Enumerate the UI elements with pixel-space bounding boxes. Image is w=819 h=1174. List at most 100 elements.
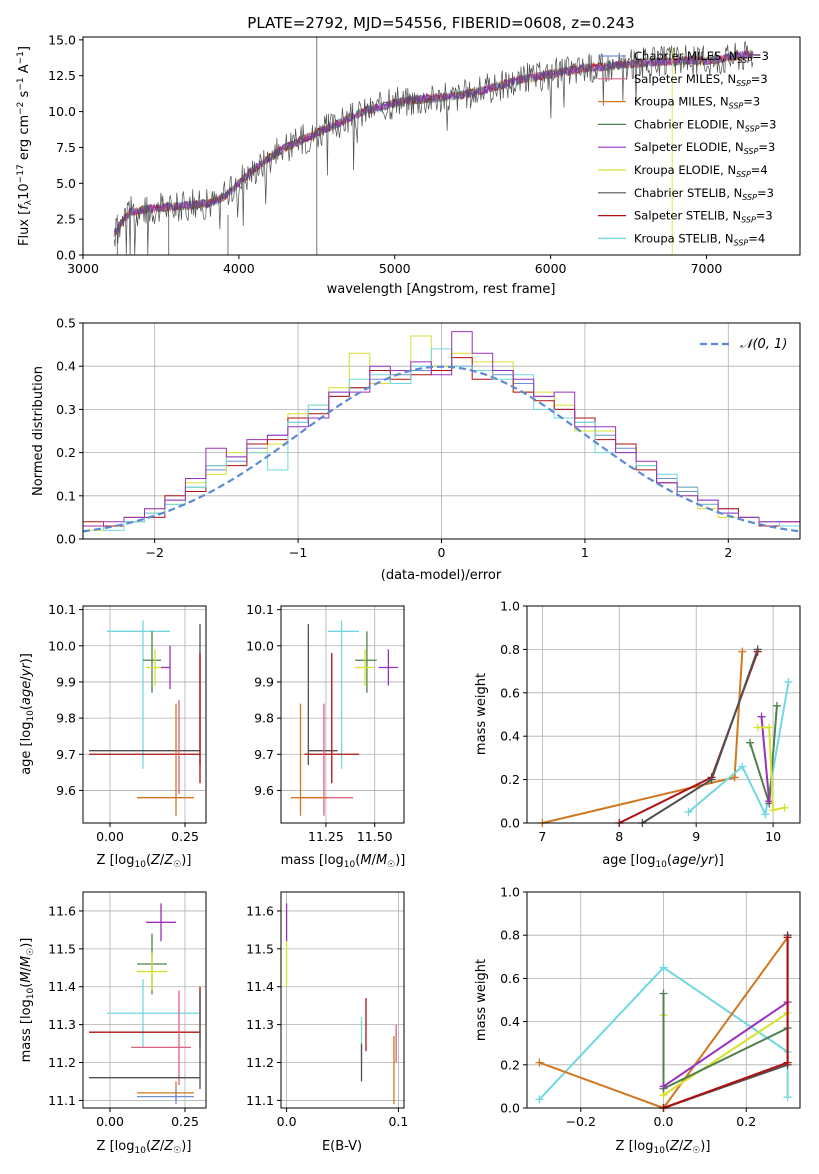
legend-normal-label: 𝒩(0, 1) [740, 337, 787, 352]
y-tick-label: 0.8 [500, 642, 520, 657]
spectrum-ticks: 3000 4000 5000 6000 7000 0.0 2.5 5.0 7.5 10.0 12.5… [48, 32, 722, 276]
age-z-content: 0.00 0.25 9.6 9.7 9.8 9.9 10.0 10.1 [48, 602, 206, 844]
legend-subscript: SSP [736, 170, 751, 179]
y-tick-label: 11.1 [246, 1093, 274, 1108]
x-tick-label: 4000 [223, 261, 255, 276]
y-tick-label: 10.0 [246, 638, 274, 653]
x-tick-label: 0.25 [171, 1114, 199, 1129]
spectrum-panel: PLATE=2792, MJD=54556, FIBERID=0608, z=0… [16, 14, 801, 297]
residual-ylabel: Normed distribution [31, 366, 46, 496]
legend-subscript: SSP [734, 238, 749, 247]
legend-subscript: SSP [745, 124, 760, 133]
y-tick-label: 11.5 [48, 941, 76, 956]
age-mass-panel: 11.25 11.50 9.6 9.7 9.8 9.9 10.0 10.1 mass [log… [246, 602, 405, 870]
legend-count: =4 [748, 231, 765, 245]
weight-age-frame [526, 605, 801, 824]
weight-age-marker [765, 723, 774, 732]
y-tick-label: 10.0 [48, 638, 76, 653]
spectrum-title: PLATE=2792, MJD=54556, FIBERID=0608, z=0… [247, 14, 634, 32]
weight-age-line-kroupa-stelib [687, 681, 790, 818]
y-tick-label: 9.7 [56, 747, 76, 762]
y-tick-label: 0.6 [500, 971, 520, 986]
y-tick-label: 9.9 [254, 674, 274, 689]
y-tick-label: 9.9 [56, 674, 76, 689]
legend-label-salpeter-elodie: Salpeter ELODIE, NSSP=3 [634, 140, 775, 156]
y-tick-label: 1.0 [500, 599, 520, 614]
legend-count: =3 [756, 209, 773, 223]
x-tick-label: 8 [615, 829, 623, 844]
x-tick-label: 10 [765, 829, 781, 844]
y-tick-label: 11.3 [246, 1017, 274, 1032]
x-tick-label: 0.25 [171, 829, 199, 844]
y-tick-label: 0.2 [500, 1057, 520, 1072]
legend-subscript: SSP [744, 147, 759, 156]
weight-z-line-salpeter-elodie [662, 1001, 789, 1088]
spectrum-ylabel: Flux [fλ10−17 erg cm−2 s−1 A−1] [16, 46, 34, 246]
y-tick-label: 11.1 [48, 1093, 76, 1108]
x-tick-label: 0.00 [96, 829, 124, 844]
weight-z-frame [526, 891, 801, 1109]
y-tick-label: 9.7 [254, 747, 274, 762]
weight-age-content: 7 8 9 10 0.0 0.2 0.4 0.6 0.8 1.0 [500, 599, 800, 844]
mass-z-panel: 0.00 0.25 11.1 11.2 11.3 11.4 11.5 11.6 Z [log1… [19, 891, 207, 1156]
residual-xlabel: (data-model)/error [381, 568, 502, 583]
spectrum-xlabel: wavelength [Angstrom, rest frame] [327, 282, 556, 297]
y-tick-label: 11.5 [246, 941, 274, 956]
x-tick-label: 0 [438, 545, 446, 560]
x-tick-label: 1 [581, 545, 589, 560]
x-tick-label: 11.25 [308, 829, 344, 844]
legend-label-salpeter-miles: Salpeter MILES, NSSP=3 [634, 72, 768, 88]
y-tick-label: 0.0 [56, 532, 76, 547]
legend-label-kroupa-stelib: Kroupa STELIB, NSSP=4 [634, 231, 765, 247]
x-tick-label: −2 [145, 545, 163, 560]
y-tick-label: 11.2 [246, 1055, 274, 1070]
y-tick-label: 11.4 [48, 979, 76, 994]
histogram-salpeter-elodie [83, 331, 800, 527]
weight-age-marker [784, 677, 793, 686]
weight-age-marker [730, 773, 739, 782]
weight-age-marker [707, 775, 716, 784]
spectrum-lines [113, 37, 754, 255]
normal-curve [82, 365, 801, 533]
weight-age-marker [769, 805, 778, 814]
legend-count: =3 [751, 72, 768, 86]
weight-z-line-kroupa-elodie [662, 1012, 789, 1097]
y-tick-label: 10.1 [246, 602, 274, 617]
legend-label-chabrier-miles: Chabrier MILES, NSSP=3 [634, 49, 769, 65]
legend-count: =3 [743, 95, 760, 109]
x-tick-label: 5000 [379, 261, 411, 276]
y-tick-label: 7.5 [56, 140, 76, 155]
y-tick-label: 0.4 [56, 359, 76, 374]
y-tick-label: 0.5 [56, 316, 76, 331]
weight-age-line-kroupa-miles [542, 651, 744, 824]
y-tick-label: 10.1 [48, 602, 76, 617]
x-tick-label: 9 [692, 829, 700, 844]
residual-grid: −2 −1 0 1 2 0.0 0.1 0.2 0.3 0.4 0.5 [56, 316, 800, 560]
y-tick-label: 0.1 [56, 488, 76, 503]
weight-age-marker [738, 762, 747, 771]
legend-label-kroupa-miles: Kroupa MILES, NSSP=3 [634, 95, 760, 111]
residual-panel: −2 −1 0 1 2 0.0 0.1 0.2 0.3 0.4 0.5 (data-model)/e… [31, 316, 801, 583]
weight-age-marker [753, 645, 762, 654]
legend-label-salpeter-stelib: Salpeter STELIB, NSSP=3 [634, 209, 773, 225]
y-tick-label: 0.0 [500, 1101, 520, 1116]
weight-z-marker [783, 933, 792, 942]
legend-count: =3 [760, 117, 777, 131]
y-tick-label: 0.6 [500, 685, 520, 700]
weight-age-ylabel: mass weight [474, 673, 489, 755]
weight-age-line-salpeter-elodie [760, 716, 771, 802]
x-tick-label: 2 [724, 545, 732, 560]
y-tick-label: 11.3 [48, 1017, 76, 1032]
weight-age-marker [757, 712, 766, 721]
weight-z-content: −0.2 0.0 0.2 0.0 0.2 0.4 0.6 0.8 1.0 [500, 885, 800, 1129]
weight-age-marker [780, 803, 789, 812]
age-z-frame [82, 605, 207, 824]
legend-subscript: SSP [736, 79, 751, 88]
mass-z-content: 0.00 0.25 11.1 11.2 11.3 11.4 11.5 11.6 [48, 892, 206, 1129]
y-tick-label: 11.6 [246, 903, 274, 918]
y-tick-label: 15.0 [48, 32, 76, 47]
age-z-panel: 0.00 0.25 9.6 9.7 9.8 9.9 10.0 10.1 Z [log10(Z/… [19, 602, 207, 870]
x-tick-label: 7000 [691, 261, 723, 276]
mass-z-xlabel: Z [log10(Z/Z☉)] [97, 1139, 192, 1156]
y-tick-label: 0.0 [56, 248, 76, 263]
